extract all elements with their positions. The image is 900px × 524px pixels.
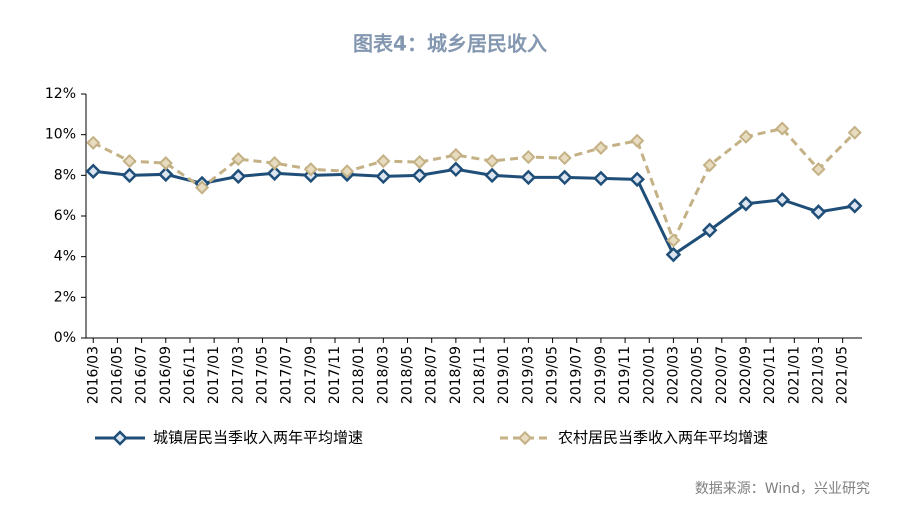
marker (230, 168, 247, 185)
y-tick-label: 0% (54, 330, 76, 346)
marker (340, 164, 355, 179)
marker (520, 169, 537, 186)
marker (85, 163, 102, 180)
marker (122, 154, 137, 169)
marker (593, 140, 608, 155)
x-tick-label: 2016/03 (85, 346, 101, 404)
marker (158, 166, 174, 183)
x-tick-label: 2018/05 (400, 346, 416, 404)
marker (774, 191, 790, 208)
marker (194, 180, 210, 195)
x-tick-label: 2021/03 (810, 346, 826, 404)
series-line (92, 126, 856, 245)
legend-label: 城镇居民当季收入两年平均增速 (153, 429, 363, 447)
x-tick-label: 2019/07 (569, 346, 585, 404)
marker (556, 169, 573, 186)
chart-title: 图表4：城乡居民收入 (353, 32, 547, 56)
marker (231, 151, 246, 167)
x-tick-label: 2017/07 (279, 346, 295, 404)
y-tick-label: 12% (45, 86, 76, 102)
x-tick-label: 2017/09 (303, 346, 319, 404)
marker (521, 149, 536, 165)
marker (557, 150, 572, 166)
x-tick-label: 2020/07 (714, 346, 730, 404)
marker (376, 154, 391, 169)
marker (121, 167, 138, 184)
x-tick-label: 2017/11 (327, 346, 343, 404)
legend-item: 农村居民当季收入两年平均增速 (500, 429, 768, 447)
y-tick-label: 4% (54, 249, 76, 265)
x-tick-label: 2020/11 (762, 346, 778, 404)
marker (665, 246, 682, 263)
x-tick-label: 2019/01 (496, 346, 512, 404)
marker (811, 162, 826, 177)
marker (775, 121, 790, 136)
x-tick-label: 2016/05 (109, 346, 125, 404)
y-tick-label: 6% (54, 208, 76, 224)
marker (666, 233, 681, 248)
marker (158, 156, 173, 171)
x-tick-label: 2018/09 (448, 346, 464, 404)
marker (701, 222, 718, 239)
x-tick-label: 2016/07 (134, 346, 150, 404)
legend-item: 城镇居民当季收入两年平均增速 (95, 429, 363, 447)
marker (303, 162, 318, 177)
x-tick-label: 2020/09 (738, 346, 754, 404)
x-tick-label: 2016/09 (158, 346, 174, 404)
marker (629, 171, 645, 188)
marker (810, 204, 827, 220)
marker (86, 135, 101, 150)
marker (448, 147, 463, 163)
marker (485, 154, 500, 169)
series-line (93, 167, 855, 257)
x-tick-label: 2019/03 (520, 346, 536, 404)
marker (267, 156, 282, 171)
x-tick-label: 2019/05 (545, 346, 561, 404)
marker (738, 129, 754, 144)
marker (517, 430, 533, 446)
y-tick-label: 2% (54, 289, 76, 305)
x-tick-label: 2021/05 (835, 346, 851, 404)
x-tick-label: 2018/11 (472, 346, 488, 404)
marker (846, 198, 863, 214)
marker (702, 158, 717, 173)
marker (448, 161, 464, 178)
marker (411, 167, 428, 184)
x-tick-label: 2020/01 (641, 346, 657, 404)
x-tick-label: 2021/01 (786, 346, 802, 404)
x-tick-label: 2017/01 (206, 346, 222, 404)
legend-label: 农村居民当季收入两年平均增速 (558, 429, 768, 447)
x-tick-label: 2018/03 (375, 346, 391, 404)
marker (375, 168, 392, 185)
y-tick-label: 8% (54, 167, 76, 183)
x-tick-label: 2019/09 (593, 346, 609, 404)
x-tick-label: 2018/07 (424, 346, 440, 404)
marker (266, 165, 283, 182)
x-tick-label: 2020/03 (665, 346, 681, 404)
marker (630, 133, 645, 148)
x-tick-label: 2017/05 (254, 346, 270, 404)
marker (738, 196, 754, 212)
marker (112, 430, 128, 446)
x-tick-label: 2018/01 (351, 346, 367, 404)
marker (412, 155, 427, 170)
x-tick-label: 2019/11 (617, 346, 633, 404)
marker (484, 167, 500, 184)
x-tick-label: 2020/05 (690, 346, 706, 404)
y-tick-label: 10% (45, 127, 76, 143)
x-tick-label: 2017/03 (230, 346, 246, 404)
marker (847, 125, 862, 140)
marker (593, 170, 609, 187)
x-tick-label: 2016/11 (182, 346, 198, 404)
source: 数据来源：Wind，兴业研究 (695, 481, 870, 497)
